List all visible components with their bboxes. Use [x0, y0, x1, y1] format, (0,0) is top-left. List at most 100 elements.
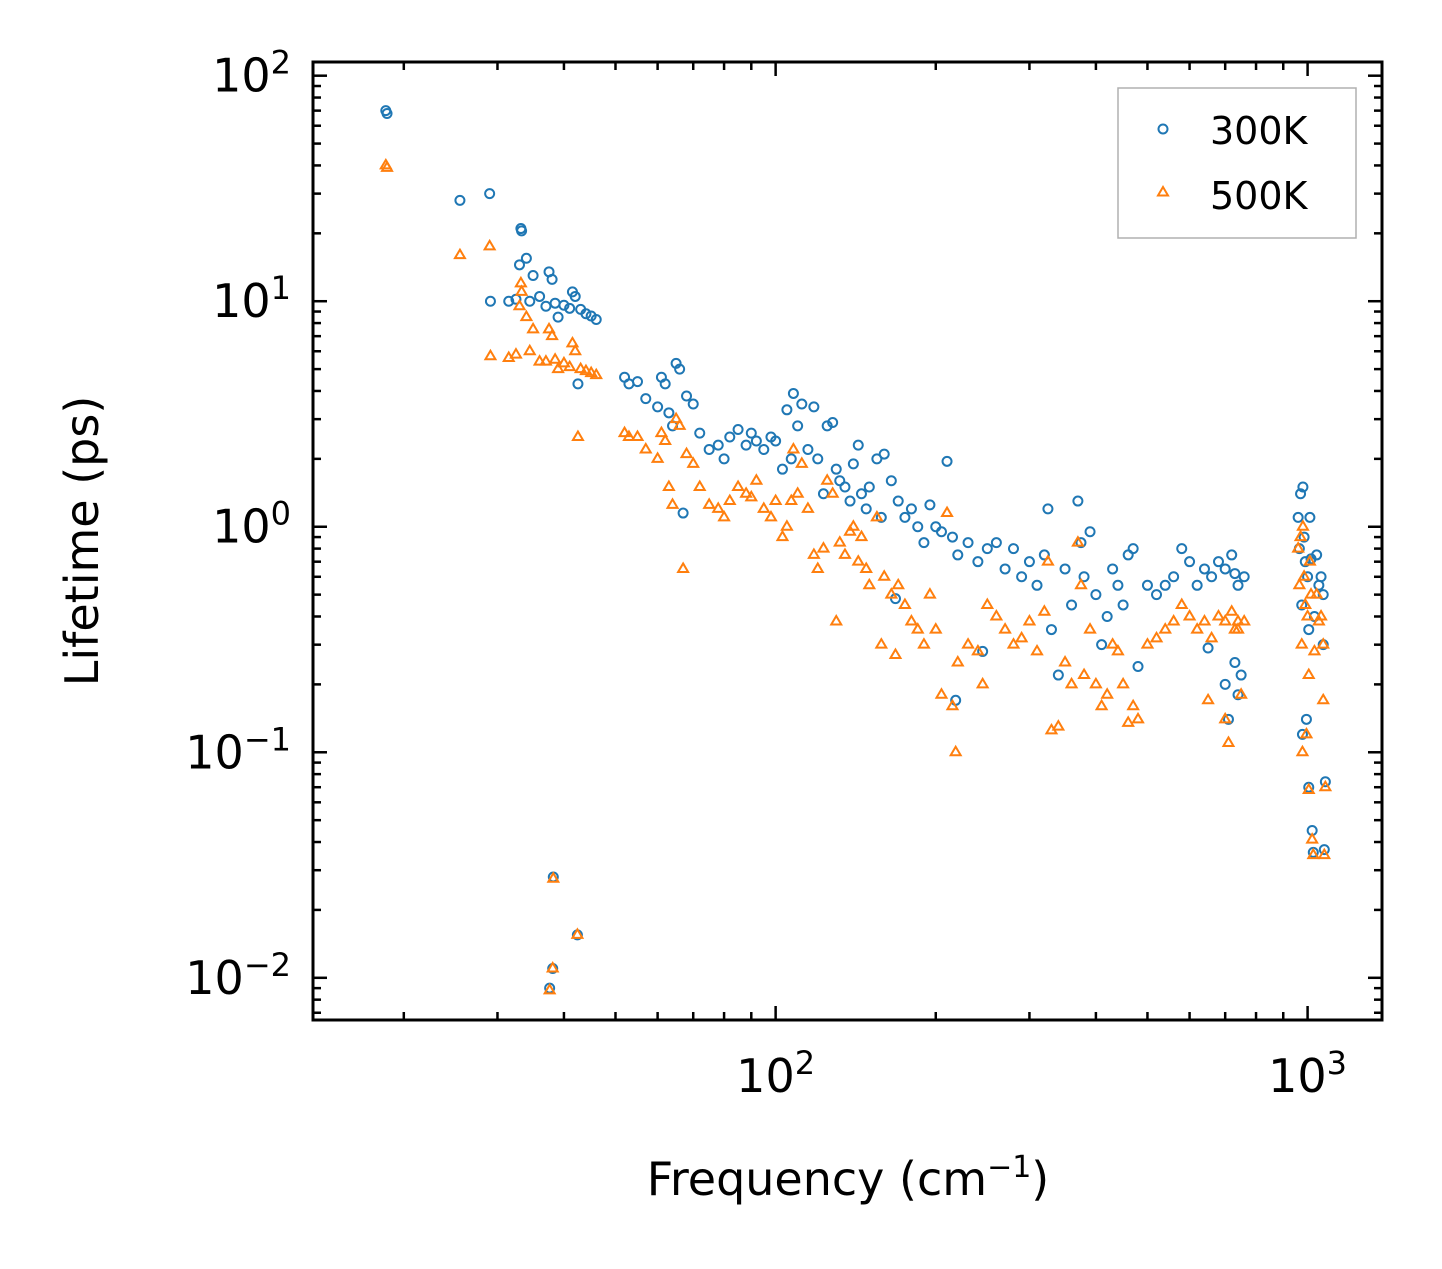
- data-point-300k: [972, 556, 984, 568]
- data-point-500k: [1231, 614, 1245, 626]
- data-point-300k: [1299, 556, 1311, 568]
- data-point-300k: [1141, 579, 1153, 591]
- data-point-500k: [579, 363, 593, 376]
- data-point-300k: [952, 549, 964, 561]
- data-point-500k: [665, 497, 680, 509]
- data-point-300k: [1168, 571, 1180, 583]
- y-tick-label-exp: 1: [271, 269, 291, 307]
- data-point-300k: [905, 503, 917, 515]
- data-point-500k: [1306, 847, 1321, 860]
- data-point-300k: [454, 194, 466, 206]
- data-point-500k: [573, 361, 588, 374]
- data-point-500k: [851, 554, 866, 566]
- data-point-500k: [764, 509, 778, 522]
- data-point-500k: [1299, 726, 1314, 739]
- data-point-300k: [827, 416, 839, 428]
- data-point-500k: [1295, 744, 1310, 757]
- data-point-500k: [1301, 667, 1316, 680]
- x-tick-label-exp: 3: [1327, 1044, 1347, 1082]
- data-point-500k: [654, 425, 669, 438]
- data-point-500k: [380, 160, 394, 172]
- data-point-300k: [516, 225, 528, 237]
- data-point-500k: [744, 489, 759, 502]
- data-point-500k: [1316, 637, 1330, 649]
- data-point-300k: [1298, 531, 1310, 543]
- x-tick-label-exp: 2: [795, 1044, 815, 1082]
- y-tick-label-base: 10: [185, 951, 244, 1005]
- data-point-500k: [1022, 614, 1037, 626]
- data-point-300k: [1315, 571, 1327, 583]
- data-point-300k: [1090, 589, 1102, 601]
- data-point-500k: [658, 433, 672, 445]
- data-point-300k: [1232, 689, 1244, 701]
- data-point-300k: [1235, 669, 1247, 681]
- data-point-500k: [1218, 614, 1232, 626]
- data-point-300k: [632, 376, 644, 388]
- data-point-300k: [572, 378, 584, 390]
- data-point-300k: [703, 444, 715, 456]
- data-point-500k: [532, 354, 547, 366]
- data-point-500k: [565, 335, 580, 348]
- series-500k: [379, 157, 1333, 995]
- data-point-300k: [863, 481, 875, 493]
- data-point-500k: [825, 486, 840, 498]
- data-point-500k: [980, 597, 995, 609]
- x-tick-label: 102: [736, 1044, 815, 1103]
- data-point-300k: [1206, 571, 1218, 583]
- data-point-500k: [1074, 577, 1088, 590]
- data-point-300k: [652, 401, 664, 413]
- data-point-500k: [509, 347, 523, 359]
- data-point-500k: [1105, 637, 1120, 649]
- data-point-500k: [542, 321, 556, 334]
- legend-label-500k: 500K: [1210, 174, 1309, 218]
- data-point-300k: [1151, 589, 1163, 601]
- data-point-500k: [934, 687, 949, 699]
- data-point-300k: [564, 302, 576, 314]
- data-point-500k: [739, 486, 753, 498]
- data-point-500k: [650, 451, 665, 463]
- data-point-300k: [1304, 511, 1316, 523]
- data-point-300k: [1132, 661, 1144, 673]
- data-point-500k: [961, 637, 975, 649]
- data-point-300k: [808, 401, 820, 413]
- data-point-500k: [1294, 637, 1309, 649]
- data-point-300k: [1297, 481, 1309, 493]
- data-point-500k: [1297, 569, 1311, 581]
- data-point-300k: [712, 439, 724, 451]
- data-point-300k: [1219, 678, 1231, 690]
- data-point-300k: [1229, 657, 1241, 669]
- data-point-300k: [946, 531, 958, 543]
- data-point-500k: [898, 597, 912, 609]
- data-point-500k: [998, 622, 1012, 634]
- data-point-300k: [1059, 563, 1071, 575]
- y-tick-label-base: 10: [212, 500, 271, 554]
- x-tick-label: 103: [1268, 1044, 1347, 1103]
- data-point-500k: [951, 655, 965, 667]
- data-point-300k: [796, 398, 808, 410]
- data-point-300k: [1238, 571, 1250, 583]
- data-point-500k: [1224, 604, 1239, 616]
- data-point-500k: [662, 479, 676, 492]
- data-point-300k: [962, 537, 974, 549]
- data-point-300k: [1303, 624, 1315, 636]
- data-point-300k: [817, 488, 829, 500]
- data-point-500k: [1190, 622, 1204, 634]
- data-point-500k: [717, 509, 731, 522]
- data-point-500k: [1317, 847, 1332, 860]
- data-point-300k: [812, 453, 824, 465]
- data-point-500k: [929, 622, 943, 634]
- data-point-300k: [834, 475, 846, 487]
- data-point-500k: [622, 429, 636, 442]
- series-layer: [379, 105, 1333, 995]
- data-point-500k: [1111, 643, 1125, 656]
- data-point-300k: [892, 495, 904, 507]
- data-point-300k: [1300, 713, 1312, 725]
- data-point-300k: [552, 311, 564, 323]
- data-point-300k: [659, 378, 671, 390]
- data-point-300k: [558, 299, 570, 311]
- data-point-300k: [580, 308, 592, 320]
- data-point-500k: [512, 298, 527, 311]
- data-point-300k: [1198, 563, 1210, 575]
- data-point-300k: [1222, 713, 1234, 725]
- data-point-500k: [1298, 597, 1313, 609]
